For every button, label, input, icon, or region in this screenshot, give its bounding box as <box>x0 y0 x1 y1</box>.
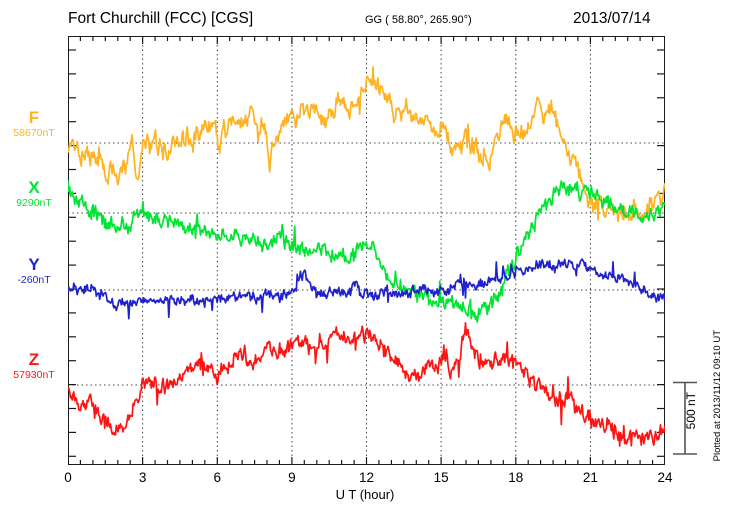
x-tick-24: 24 <box>657 470 673 485</box>
scale-bar <box>673 381 697 455</box>
component-name-Z: Z <box>28 350 40 369</box>
trace-X <box>68 180 665 323</box>
component-baseline-X: 9290nT <box>16 197 52 209</box>
x-axis-label: U T (hour) <box>0 487 730 502</box>
geographic-coordinates: GG ( 58.80°, 265.90°) <box>365 14 472 26</box>
x-tick-15: 15 <box>433 470 449 485</box>
plot-area <box>68 36 665 465</box>
scale-bar-label: 500 nT <box>684 392 698 430</box>
x-tick-3: 3 <box>138 470 147 485</box>
trace-Z <box>68 322 665 447</box>
trace-Y <box>68 258 665 320</box>
x-tick-21: 21 <box>582 470 598 485</box>
component-label-F: F 58670nT <box>2 108 66 140</box>
x-tick-9: 9 <box>288 470 296 485</box>
page-title: Fort Churchill (FCC) [CGS] <box>68 10 254 27</box>
component-name-F: F <box>28 108 40 127</box>
component-baseline-F: 58670nT <box>13 127 55 139</box>
trace-F <box>68 66 665 223</box>
component-baseline-Y: -260nT <box>17 274 51 286</box>
observation-date: 2013/07/14 <box>573 10 651 27</box>
plotted-timestamp: Plotted at 2013/11/12 09:10 UT <box>712 330 723 462</box>
component-label-Z: Z 57930nT <box>2 350 66 382</box>
x-tick-12: 12 <box>358 470 375 485</box>
x-tick-6: 6 <box>213 470 221 485</box>
x-tick-18: 18 <box>508 470 524 485</box>
component-label-X: X 9290nT <box>2 178 66 210</box>
x-axis-label-text: U T (hour) <box>335 487 395 502</box>
component-baseline-Z: 57930nT <box>13 369 55 381</box>
magnetogram-svg <box>68 36 665 465</box>
component-name-X: X <box>28 178 40 197</box>
component-name-Y: Y <box>28 255 40 274</box>
component-label-Y: Y -260nT <box>2 255 66 287</box>
x-tick-0: 0 <box>64 470 72 485</box>
